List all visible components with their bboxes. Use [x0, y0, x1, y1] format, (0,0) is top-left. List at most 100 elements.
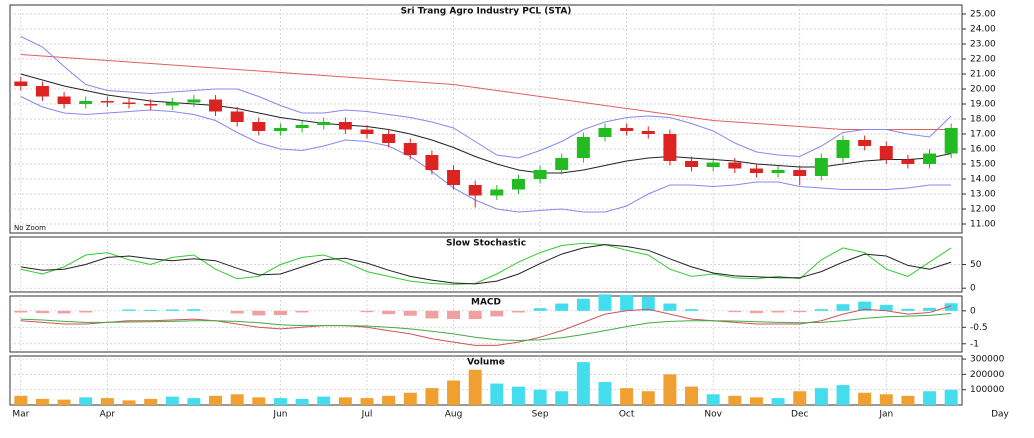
candle-body: [598, 128, 612, 137]
indicator-line: [20, 36, 952, 159]
y-tick-label: 12.00: [970, 205, 996, 215]
histogram-bar: [533, 308, 547, 311]
zoom-label: No Zoom: [14, 224, 46, 232]
volume-bar: [122, 400, 136, 405]
x-tick-label: Sep: [532, 410, 549, 420]
indicator-line: [20, 242, 952, 285]
histogram-bar: [749, 310, 763, 314]
histogram-bar: [382, 310, 396, 315]
volume-bar: [706, 394, 720, 405]
candle-body: [35, 86, 49, 97]
candle-body: [122, 102, 136, 104]
candle-body: [641, 131, 655, 134]
candle-body: [879, 146, 893, 160]
volume-bar: [57, 399, 71, 405]
x-tick-label: Apr: [100, 410, 116, 420]
candle-body: [187, 99, 201, 103]
histogram-bar: [576, 298, 590, 311]
histogram-bar: [35, 310, 49, 314]
volume-bar: [511, 386, 525, 405]
candle-body: [273, 128, 287, 131]
candle-body: [230, 111, 244, 122]
panel-frame: [9, 355, 963, 406]
panel-title: Volume: [467, 358, 505, 368]
y-tick-label: 18.00: [970, 115, 996, 125]
candle-body: [57, 96, 71, 104]
x-tick-label: Dec: [791, 410, 808, 420]
histogram-bar: [598, 294, 612, 311]
candle-body: [533, 170, 547, 179]
volume-bar: [620, 388, 634, 405]
y-tick-label: -0.5: [970, 323, 988, 333]
candle-body: [923, 153, 937, 164]
volume-bar: [447, 380, 461, 405]
histogram-bar: [814, 309, 828, 311]
histogram-bar: [944, 303, 958, 311]
candle-body: [511, 179, 525, 190]
volume-bar: [317, 396, 331, 405]
histogram-bar: [728, 310, 742, 313]
candle-body: [100, 101, 114, 103]
candle-body: [317, 122, 331, 125]
volume-bar: [100, 398, 114, 405]
volume-bar: [663, 374, 677, 405]
y-tick-label: 22.00: [970, 55, 996, 65]
volume-bar: [187, 398, 201, 405]
volume-bar: [382, 395, 396, 405]
histogram-bar: [923, 307, 937, 311]
volume-bar: [338, 397, 352, 405]
indicator-line: [20, 96, 952, 213]
panel-title: MACD: [471, 298, 501, 308]
histogram-bar: [403, 310, 417, 316]
candle-body: [144, 104, 158, 106]
histogram-bar: [295, 310, 309, 313]
volume-bar: [685, 386, 699, 405]
histogram-bar: [663, 303, 677, 311]
candle-body: [360, 129, 374, 134]
candle-body: [706, 162, 720, 167]
volume-bar: [295, 398, 309, 405]
volume-bar: [403, 392, 417, 405]
y-tick-label: 13.00: [970, 190, 996, 200]
volume-bar: [879, 394, 893, 405]
histogram-bar: [14, 310, 28, 313]
y-tick-label: 50: [970, 260, 982, 270]
candle-body: [728, 162, 742, 169]
candle-body: [447, 170, 461, 185]
candle-body: [793, 170, 807, 176]
candle-body: [663, 134, 677, 161]
volume-bar: [35, 398, 49, 405]
candle-body: [403, 143, 417, 155]
volume-bar: [728, 395, 742, 405]
histogram-bar: [187, 309, 201, 311]
candle-body: [749, 168, 763, 173]
histogram-bar: [901, 308, 915, 311]
volume-bar: [165, 396, 179, 405]
candle-body: [814, 158, 828, 176]
y-tick-label: 25.00: [970, 10, 996, 20]
x-tick-label: Jan: [878, 410, 893, 420]
histogram-bar: [252, 310, 266, 316]
histogram-bar: [468, 310, 482, 320]
y-tick-label: 100000: [970, 385, 1005, 395]
histogram-bar: [425, 310, 439, 319]
candle-body: [836, 140, 850, 158]
candle-body: [620, 128, 634, 131]
y-tick-label: 300000: [970, 355, 1005, 365]
candle-body: [490, 189, 504, 196]
volume-bar: [425, 388, 439, 405]
histogram-bar: [447, 310, 461, 320]
y-tick-label: -1: [970, 339, 979, 349]
volume-bar: [576, 362, 590, 405]
histogram-bar: [490, 310, 504, 317]
volume-bar: [79, 397, 93, 405]
candle-body: [382, 134, 396, 143]
y-tick-label: 0: [970, 306, 976, 316]
volume-bar: [944, 389, 958, 405]
candle-body: [165, 102, 179, 106]
histogram-bar: [511, 310, 525, 313]
y-tick-label: 19.00: [970, 100, 996, 110]
volume-bar: [273, 398, 287, 405]
volume-bar: [14, 395, 28, 405]
